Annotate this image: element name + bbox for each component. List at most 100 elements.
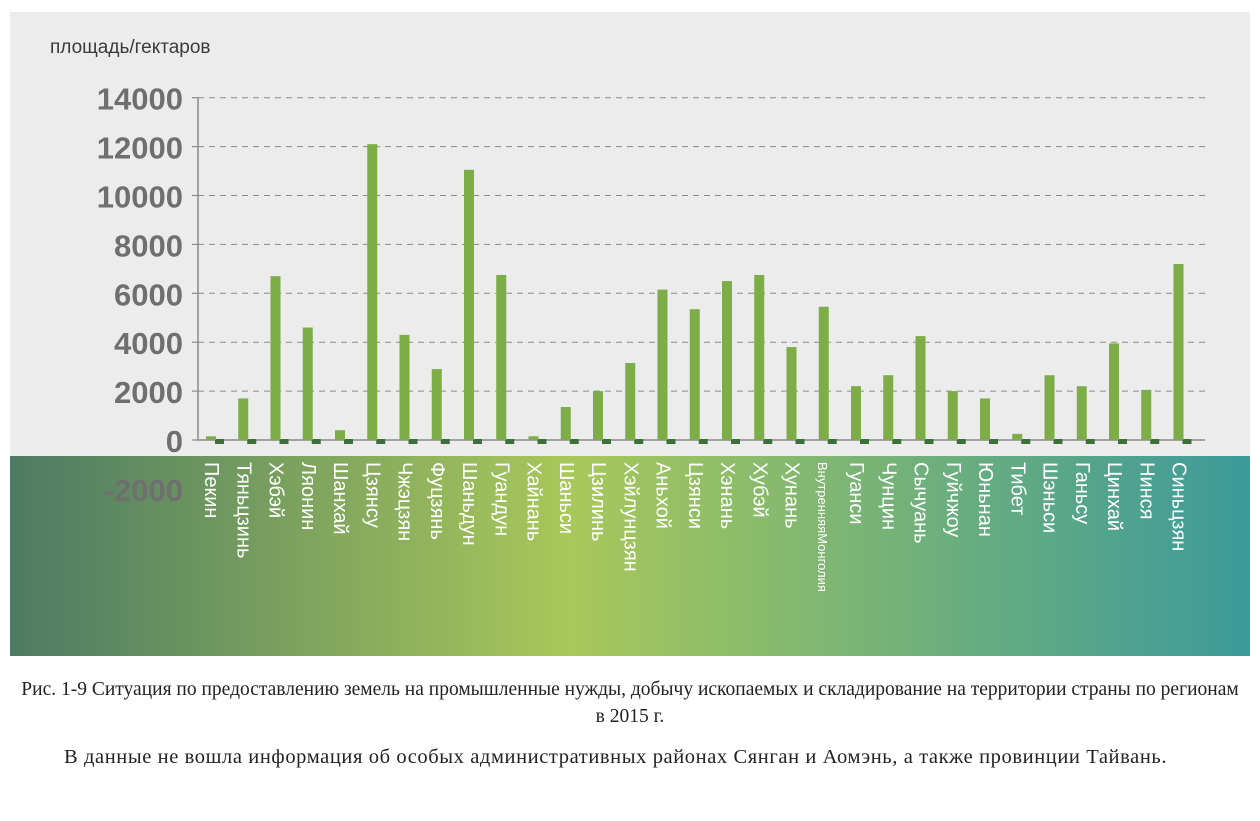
x-tick-label: Хубэй (748, 462, 770, 518)
y-tick-label: 12000 (97, 131, 183, 166)
bar-baseline-stub (408, 439, 418, 444)
bar (593, 391, 603, 440)
x-tick-label: Синьцзян (1168, 462, 1190, 551)
x-tick-label: Хэнань (716, 462, 738, 529)
bar-baseline-stub (731, 439, 740, 444)
bar (528, 436, 539, 440)
bar-baseline-stub (569, 439, 579, 444)
x-tick-label: Цинхай (1103, 462, 1125, 531)
x-tick-label: Чунцин (877, 462, 899, 530)
bar (206, 436, 216, 440)
y-tick-label: 2000 (114, 375, 183, 410)
bar (1141, 389, 1152, 440)
y-tick-labels: -2000 0 2000 4000 6000 8000 10000 12000 14000 (97, 82, 183, 508)
x-tick-label: Шаньдун (458, 462, 480, 546)
bar (335, 430, 345, 440)
bar-baseline-stub (892, 439, 902, 444)
x-tick-labels: Пекин Тяньцзинь Хэбэй Ляонин Шанхай Цзянсу Чжэ… (200, 462, 1190, 592)
x-tick-label: ВнутренняяМонголия (815, 462, 830, 592)
x-tick-label: Шанхай (329, 462, 351, 535)
bar-baseline-stub (344, 439, 353, 444)
bar-baseline-stub (924, 439, 934, 444)
x-tick-label: Ганьсу (1071, 462, 1093, 524)
bar (689, 309, 700, 440)
y-tick-label: 14000 (97, 82, 183, 117)
bar-baseline-stub (311, 439, 321, 444)
bar (851, 386, 861, 440)
bar-baseline-stub (473, 439, 482, 444)
bar-baseline-stub (763, 439, 773, 444)
bar (786, 347, 797, 440)
bar-baseline-stub (1021, 439, 1031, 444)
bar-baseline-stub (1118, 439, 1127, 444)
x-tick-label: Сычуань (910, 462, 932, 544)
bar-baseline-stub (634, 439, 644, 444)
x-tick-label: Цзилинь (587, 462, 609, 541)
bar (560, 406, 571, 440)
bar-baseline-stub (376, 439, 386, 444)
x-tick-label: Пекин (200, 462, 222, 518)
x-tick-label: Чжэцзян (394, 462, 416, 541)
y-tick-label: 10000 (97, 180, 183, 215)
grid-lines (192, 97, 1205, 441)
bar-baseline-stub (1150, 439, 1160, 444)
y-axis-label: площадь/гектаров (50, 37, 211, 58)
y-tick-label: -2000 (104, 473, 183, 508)
bar-baseline-stub (1053, 439, 1063, 444)
bar-baseline-stub (602, 439, 611, 444)
bar-baseline-stub (505, 439, 515, 444)
bars (206, 144, 1192, 444)
bar-baseline-stub (215, 439, 224, 444)
bar (302, 327, 313, 440)
bar-baseline-stub (698, 439, 708, 444)
x-tick-label: Ляонин (297, 462, 319, 530)
y-tick-label: 6000 (114, 277, 183, 312)
bar (270, 276, 281, 440)
x-tick-label: Юньнан (974, 462, 996, 537)
x-tick-label: Шаньси (555, 462, 577, 534)
bar (625, 362, 636, 440)
bar (238, 398, 249, 440)
x-tick-label: Цзянси (684, 462, 706, 529)
x-tick-label: Шэньси (1039, 462, 1061, 533)
x-tick-label: Фуцзянь (426, 462, 448, 540)
x-tick-label: Тяньцзинь (232, 462, 254, 558)
bar-baseline-stub (1182, 439, 1192, 444)
bar (754, 274, 765, 440)
x-tick-label: Гуандун (490, 462, 512, 536)
x-tick-label: Цзянсу (361, 462, 383, 528)
x-tick-label: Гуанси (845, 462, 867, 525)
x-tick-label: Тибет (1006, 462, 1028, 515)
bar (1044, 375, 1055, 440)
bar (1173, 263, 1184, 440)
bar (1076, 386, 1087, 440)
bar-chart: -2000 0 2000 4000 6000 8000 10000 12000 14000 Пе… (10, 12, 1250, 656)
bar (657, 289, 668, 440)
bar-baseline-stub (956, 439, 966, 444)
footnote-paragraph: В данные не вошла информация об особых а… (64, 746, 1168, 768)
x-tick-label: Нинся (1135, 462, 1157, 520)
bar-baseline-stub (827, 439, 837, 444)
bar-baseline-stub (666, 439, 676, 444)
bar-baseline-stub (247, 439, 257, 444)
figure-caption: Рис. 1-9 Ситуация по предоставлению земе… (21, 679, 1239, 727)
bar (915, 336, 926, 440)
bar-baseline-stub (537, 439, 547, 444)
bar (947, 391, 958, 440)
y-tick-label: 8000 (114, 228, 183, 263)
bar (1109, 343, 1119, 440)
category-band (10, 456, 1250, 656)
bar (367, 144, 378, 440)
bar (431, 369, 442, 440)
x-tick-label: Хэйлунцзян (619, 462, 641, 572)
bar (722, 281, 732, 440)
bar (818, 306, 829, 440)
bar (1012, 433, 1023, 440)
bar-baseline-stub (1085, 439, 1095, 444)
bar (980, 398, 990, 440)
x-tick-label: Хэбэй (265, 462, 287, 518)
x-tick-label: Аньхой (652, 462, 674, 529)
bar-baseline-stub (989, 439, 998, 444)
x-tick-label: Хунань (781, 462, 803, 529)
bar-baseline-stub (279, 439, 289, 444)
